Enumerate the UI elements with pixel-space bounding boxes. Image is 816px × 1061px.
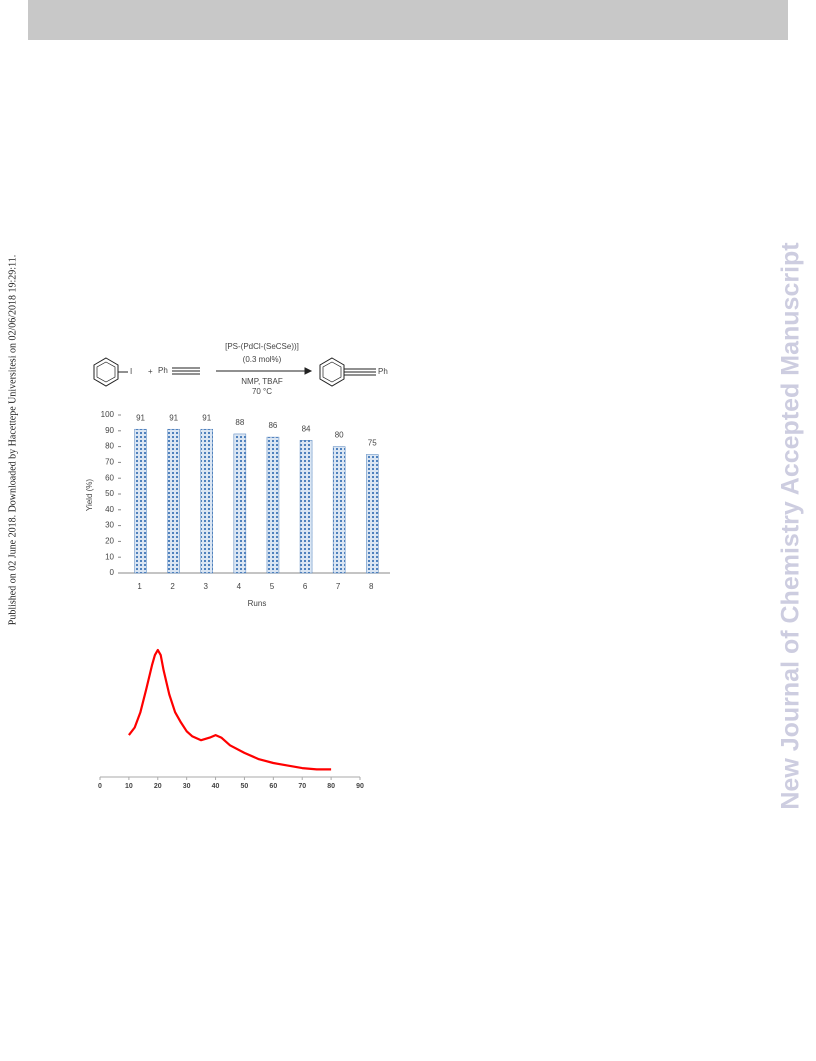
x-tick-label: 70 (298, 783, 306, 790)
solvent: NMP, TBAF (241, 377, 283, 386)
benzene-ring (93, 357, 119, 387)
y-tick-label: 20 (105, 537, 114, 546)
bar (266, 436, 280, 574)
y-tick-label: 70 (105, 458, 114, 467)
bar (134, 428, 147, 574)
catalyst: [PS-(PdCl-(SeCSe))] (225, 342, 299, 351)
x-tick-label: 0 (98, 783, 102, 790)
watermark: New Journal of Chemistry Accepted Manusc… (777, 242, 805, 810)
value-label: 80 (335, 431, 344, 440)
bar (167, 428, 180, 574)
y-tick-label: 60 (105, 473, 114, 482)
y-axis-title: Yield (%) (85, 479, 94, 511)
bar (233, 433, 247, 574)
plus: + (148, 367, 153, 376)
bar (332, 446, 346, 574)
reactant-1: I (130, 367, 132, 376)
x-tick-label: 6 (303, 582, 308, 591)
value-label: 91 (169, 413, 178, 422)
header-bar (28, 0, 788, 40)
reactant-2: Ph (158, 366, 168, 375)
bar (299, 440, 313, 574)
bar (366, 454, 379, 574)
line-chart: 0 10 20 30 40 50 60 70 80 90 (98, 648, 364, 790)
bar (200, 428, 213, 574)
benzene-inner (96, 361, 116, 383)
x-axis-title: Runs (248, 599, 267, 608)
x-tick-label: 20 (154, 783, 162, 790)
y-tick-label: 90 (105, 426, 114, 435)
x-tick-label: 4 (237, 582, 242, 591)
y-tick-label: 100 (101, 410, 115, 419)
value-label: 75 (368, 439, 377, 448)
x-tick-label: 1 (137, 582, 142, 591)
x-tick-label: 40 (212, 783, 220, 790)
y-tick-label: 80 (105, 442, 114, 451)
x-tick-label: 3 (204, 582, 209, 591)
y-tick-label: 50 (105, 489, 114, 498)
benzene-ring (319, 357, 345, 387)
x-tick-label: 90 (356, 783, 364, 790)
value-label: 86 (268, 421, 277, 430)
x-tick-label: 80 (327, 783, 335, 790)
y-tick-label: 0 (110, 568, 115, 577)
loading: (0.3 mol%) (243, 355, 282, 364)
arrow-head (304, 367, 313, 375)
x-tick-label: 8 (369, 582, 374, 591)
x-tick-label: 10 (125, 783, 133, 790)
x-tick-label: 60 (269, 783, 277, 790)
x-tick-label: 2 (170, 582, 175, 591)
x-tick-label: 30 (183, 783, 191, 790)
x-tick-label: 50 (241, 783, 249, 790)
y-tick-label: 40 (105, 505, 114, 514)
bar-chart: Runs Yield (%) 0 10 20 30 40 50 60 70 80 90 100 91 1… (85, 410, 390, 608)
value-label: 84 (302, 424, 311, 433)
curve (128, 648, 332, 771)
y-tick-label: 10 (105, 552, 114, 561)
product: Ph (378, 367, 388, 376)
reaction-scheme (93, 357, 376, 387)
x-tick-label: 5 (270, 582, 275, 591)
benzene-inner (322, 361, 342, 383)
temperature: 70 °C (252, 387, 272, 396)
y-tick-label: 30 (105, 521, 114, 530)
value-label: 91 (136, 413, 145, 422)
side-note: Published on 02 June 2018. Downloaded by… (7, 255, 18, 625)
value-label: 91 (202, 413, 211, 422)
value-label: 88 (235, 418, 244, 427)
x-tick-label: 7 (336, 582, 341, 591)
